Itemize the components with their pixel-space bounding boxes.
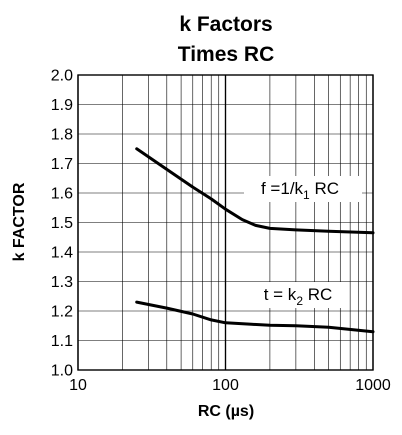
series-label-background [244,176,362,202]
y-tick-label: 1.6 [51,186,73,203]
y-tick-label: 1.8 [51,127,73,144]
x-tick-label: 1000 [355,377,391,394]
x-axis-label: RC (µs) [198,403,254,420]
y-tick-label: 1.7 [51,156,73,173]
tick-labels: 1.0 1.1 1.2 1.3 1.4 1.5 1.6 1.7 1.8 1.9 2.0 10 100 10… [51,68,391,395]
plot-area-frame [77,74,374,371]
series-line-2 [135,300,375,334]
series-lines [135,147,375,334]
y-tick-label: 1.1 [51,333,73,350]
x-tick-label: 100 [212,377,239,394]
y-tick-label: 1.4 [51,245,73,262]
series-line-1 [135,147,375,235]
grid [77,74,374,371]
y-tick-label: 2.0 [51,68,73,85]
x-tick-label: 10 [69,377,87,394]
y-tick-label: 1.9 [51,97,73,114]
y-tick-label: 1.0 [51,363,73,380]
y-tick-label: 1.2 [51,304,73,321]
series-labels: f =1/k1 RC t = k2 RC [238,176,362,308]
chart-title-line-2: Times RC [178,43,274,66]
series-label-2: t = k2 RC [264,285,333,308]
chart-title-line-1: k Factors [179,13,272,36]
series-label-background [238,282,346,308]
y-tick-label: 1.5 [51,215,73,232]
series-label-1: f =1/k1 RC [261,179,339,202]
y-axis-label: k FACTOR [11,182,28,261]
y-tick-label: 1.3 [51,274,73,291]
